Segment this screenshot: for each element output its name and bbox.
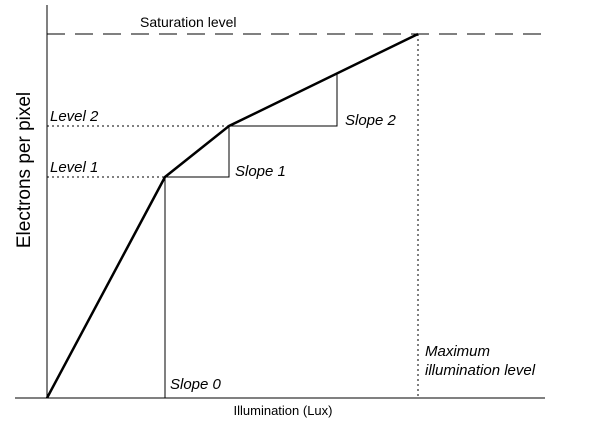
saturation-label: Saturation level xyxy=(140,14,237,30)
y-axis-label: Electrons per pixel xyxy=(14,92,35,248)
slope-label: Slope 0 xyxy=(170,376,222,393)
max-label: Maximum xyxy=(425,343,490,360)
max-label: illumination level xyxy=(425,362,536,379)
slope-label: Slope 1 xyxy=(235,163,286,180)
response-curve xyxy=(45,32,419,399)
slope-2-triangle xyxy=(229,73,338,127)
level-label: Level 2 xyxy=(50,108,99,125)
slope-1-triangle xyxy=(165,126,230,178)
x-axis-label: Illumination (Lux) xyxy=(234,403,333,418)
label-background xyxy=(136,12,262,30)
level-label: Level 1 xyxy=(50,159,98,176)
slope-label: Slope 2 xyxy=(345,112,397,129)
